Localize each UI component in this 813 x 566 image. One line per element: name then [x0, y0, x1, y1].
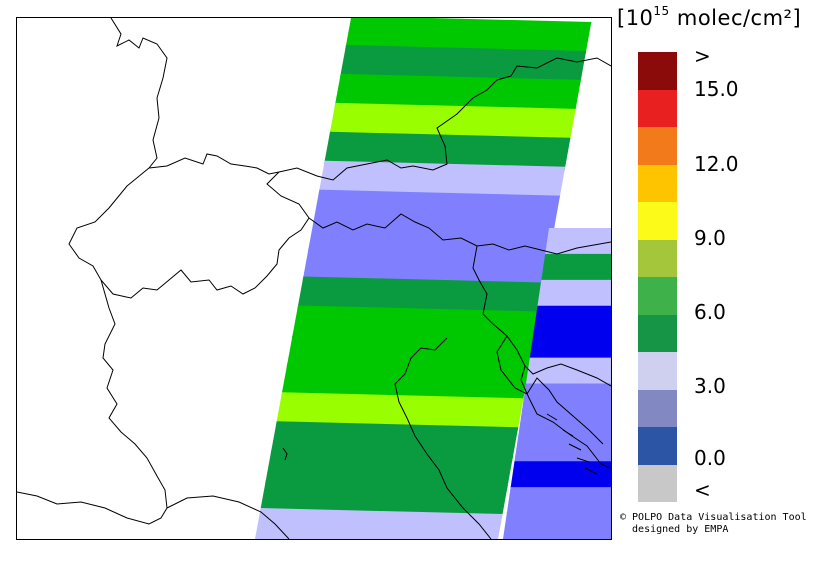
legend-swatch	[638, 89, 677, 127]
legend-swatch	[638, 52, 677, 90]
legend-tick-label: 12.0	[694, 152, 739, 176]
swath-east-row	[514, 435, 611, 463]
legend-swatch	[638, 314, 677, 352]
legend-tick-label: >	[694, 44, 711, 68]
swath-east-row	[537, 279, 611, 307]
credit-line-1: © POLPO Data Visualisation Tool	[620, 512, 807, 523]
country-borders	[17, 18, 611, 539]
swath-east-row	[518, 409, 611, 437]
legend-tick-label: <	[694, 478, 711, 502]
unit-suffix: molec/cm²]	[669, 6, 802, 30]
swath-row	[302, 247, 550, 287]
swath-east-row	[541, 253, 611, 281]
legend-swatch	[638, 277, 677, 315]
legend-tick-label: 15.0	[694, 77, 739, 101]
legend-unit-title: [1015 molec/cm²]	[617, 4, 802, 30]
swath-east-row	[545, 228, 611, 255]
legend-tick-label: 0.0	[694, 446, 726, 470]
border-switzerland	[68, 167, 310, 299]
swath-row	[286, 334, 534, 374]
swath-east-row	[506, 487, 611, 515]
swath-east-row	[522, 383, 611, 411]
legend-tick-label: 6.0	[694, 300, 726, 324]
unit-prefix: [10	[617, 6, 654, 30]
border-germany-austria	[278, 57, 611, 181]
swath-row	[339, 44, 587, 84]
border-austria-italy	[308, 213, 611, 255]
swath-row	[313, 189, 561, 229]
map-canvas[interactable]	[17, 18, 611, 539]
border-france-italy	[17, 279, 168, 525]
legend-swatch	[638, 202, 677, 240]
swath-row	[281, 363, 529, 403]
border-france-germany	[110, 18, 168, 169]
swath-row	[275, 392, 524, 432]
legend-tick-label: 3.0	[694, 374, 726, 398]
coast-adriatic	[394, 337, 492, 539]
credit-line-2: designed by EMPA	[620, 524, 729, 535]
legend-swatch	[638, 464, 677, 502]
swath-east-row	[525, 357, 611, 385]
swath-row	[265, 450, 514, 490]
swath-row	[291, 305, 540, 345]
swath-row	[307, 218, 555, 258]
swath-row	[323, 131, 571, 171]
swath-row	[334, 73, 581, 113]
border-slovenia-croatia	[520, 365, 611, 469]
islands-croatia	[546, 413, 598, 475]
legend-swatch	[638, 127, 677, 165]
swath-east-row	[533, 305, 611, 333]
swath-row	[329, 102, 576, 142]
legend-swatch	[638, 239, 677, 277]
swath-east-row	[529, 331, 611, 359]
legend-swatch	[638, 164, 677, 202]
swath-row	[255, 508, 503, 539]
coast-tyrrhenian	[166, 495, 290, 539]
lake-garda	[282, 447, 288, 461]
legend-tick-label: 9.0	[694, 226, 726, 250]
swath-row	[345, 18, 592, 55]
map-panel[interactable]	[16, 17, 612, 540]
credit-text: © POLPO Data Visualisation Tool designed…	[620, 512, 807, 536]
no2-swath	[255, 18, 611, 539]
swath-row	[259, 479, 508, 519]
swath-row	[318, 160, 566, 200]
unit-exponent: 15	[653, 4, 670, 18]
swath-east-row	[510, 461, 611, 489]
legend-swatch	[638, 352, 677, 390]
legend-swatch	[638, 427, 677, 465]
swath-east-row	[502, 513, 611, 539]
border-italy-slovenia	[472, 245, 611, 387]
coast-istria	[496, 335, 604, 445]
border-germany-switzerland	[148, 153, 280, 175]
swath-row	[270, 421, 519, 461]
legend-swatch	[638, 389, 677, 427]
